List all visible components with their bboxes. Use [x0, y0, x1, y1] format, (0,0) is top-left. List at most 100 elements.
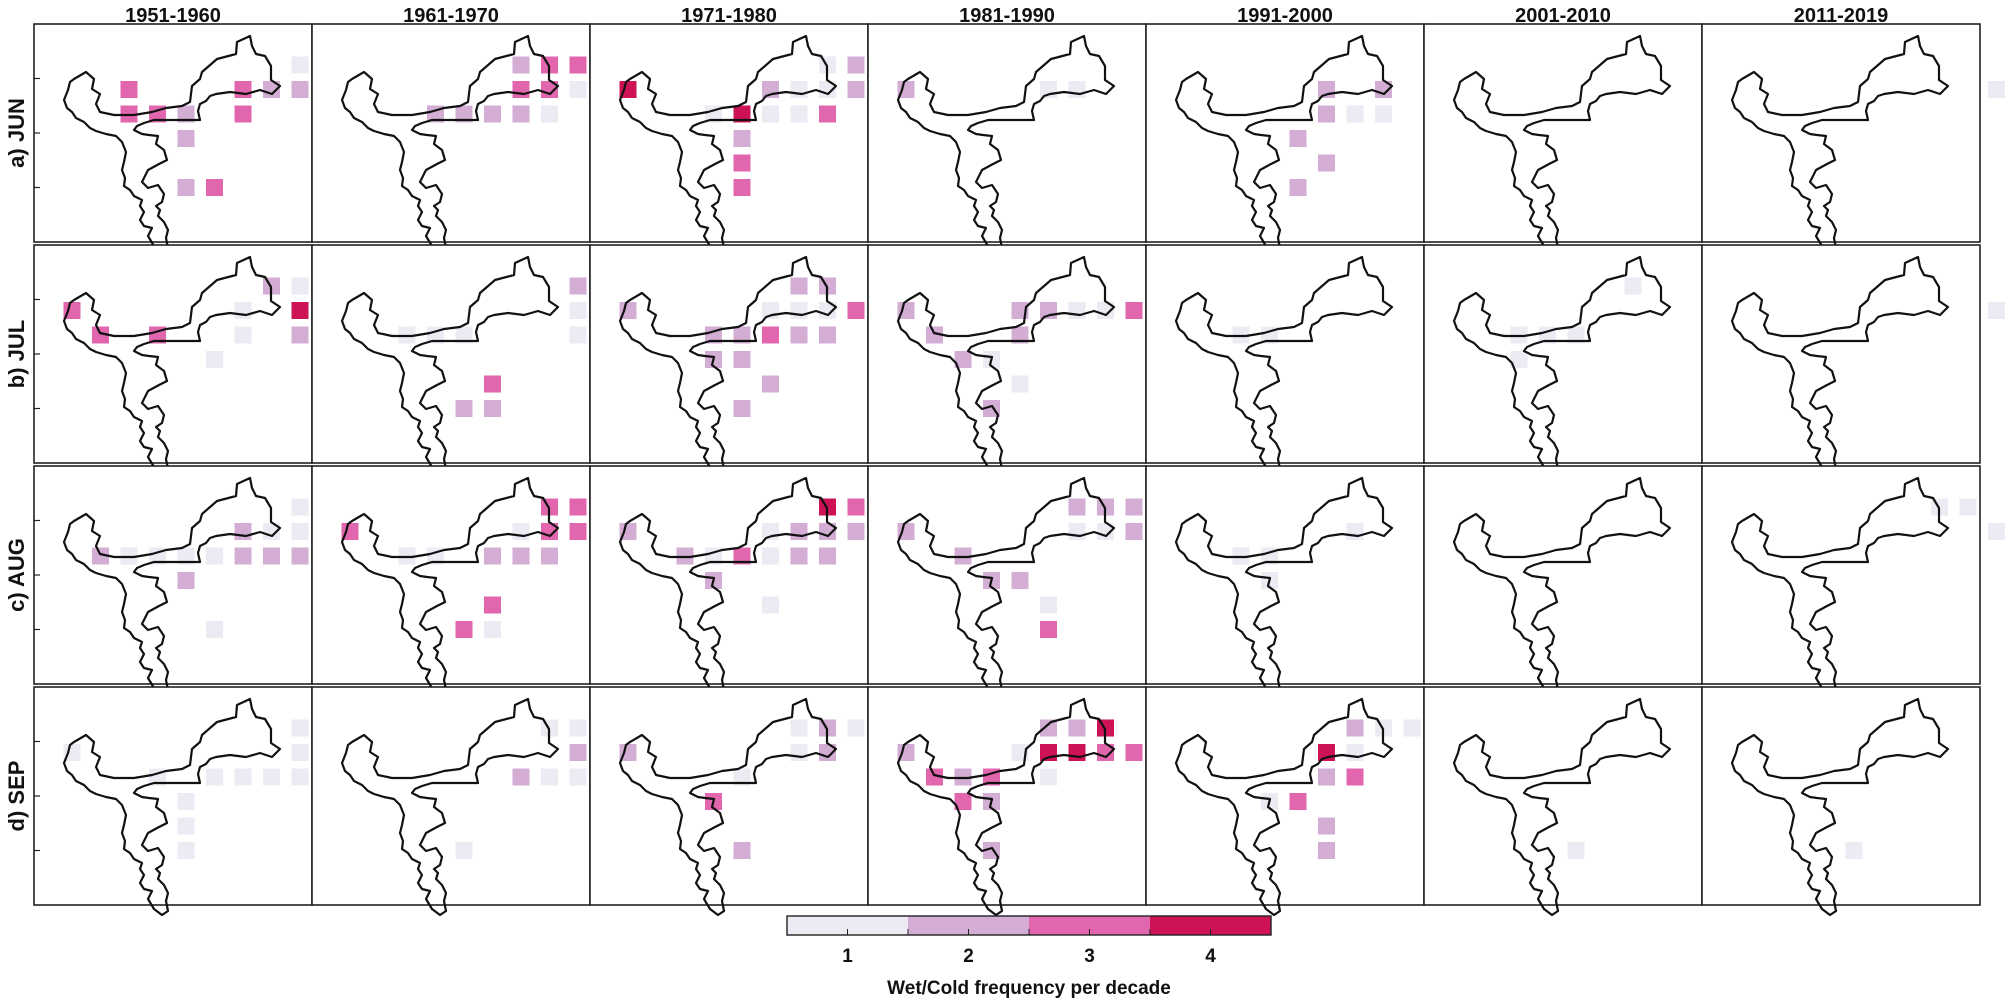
heat-cell: [512, 81, 530, 98]
heat-cell: [619, 744, 637, 761]
heat-cell: [897, 81, 915, 98]
panel-frame: [1701, 244, 1981, 464]
heat-cell: [819, 744, 836, 761]
heat-cell: [234, 302, 252, 319]
panel-3-4: [1145, 686, 1425, 917]
heat-cell: [790, 302, 808, 319]
panel-1-1: [311, 244, 615, 475]
heat-cell: [1845, 842, 1863, 859]
colorbar-tick-label: 4: [1205, 946, 1216, 967]
heat-cell: [291, 744, 309, 761]
heat-cell: [733, 130, 751, 147]
panel-3-6: [1701, 686, 1981, 917]
heat-cell: [177, 179, 195, 196]
heat-cell: [1125, 523, 1143, 540]
heat-cell: [847, 81, 865, 98]
heat-cell: [733, 326, 751, 344]
heat-cell: [733, 154, 751, 172]
heat-cell: [897, 744, 915, 761]
panel-2-6: [1701, 465, 2005, 696]
heat-cell: [291, 277, 309, 295]
heat-cell: [177, 547, 195, 565]
heat-cell: [1011, 375, 1029, 393]
heat-cell: [1040, 596, 1057, 614]
heat-cell: [569, 744, 587, 761]
heat-cell: [790, 547, 808, 565]
heat-cell: [177, 842, 195, 859]
heat-cell: [484, 547, 501, 565]
row-label: d) SEP: [4, 761, 29, 832]
heat-cell: [234, 105, 252, 123]
panel-0-0: [33, 23, 337, 254]
heat-cell: [1040, 768, 1057, 786]
heat-cell: [569, 719, 587, 737]
column-titles: 1951-1960 1961-1970 1971-1980 1981-1990 1991…: [125, 5, 1888, 27]
heat-cell: [1068, 498, 1086, 516]
panel-3-1: [311, 686, 615, 917]
heat-cell: [847, 498, 865, 516]
heat-cell: [847, 719, 865, 737]
heat-cell: [1318, 154, 1335, 172]
panel-2-0: [33, 465, 313, 696]
panel-2-1: [311, 465, 591, 696]
heat-cell: [1040, 621, 1057, 638]
heat-cell: [1011, 572, 1029, 589]
heat-cell: [541, 523, 558, 540]
panel-frame: [33, 23, 313, 243]
row-labels: a) JUN b) JUL c) AUG d) SEP: [4, 98, 29, 831]
heat-cell: [291, 81, 309, 98]
panel-frame: [1145, 244, 1425, 464]
heat-cell: [291, 498, 309, 516]
heat-cell: [92, 547, 109, 565]
heat-cell: [733, 179, 751, 196]
heat-cell: [1375, 105, 1392, 123]
heat-cell: [1346, 744, 1364, 761]
heat-cell: [234, 326, 252, 344]
heat-cell: [541, 547, 558, 565]
colorbar-tick-label: 1: [842, 946, 853, 967]
heat-cell: [1318, 842, 1335, 859]
heat-cell: [177, 105, 195, 123]
panel-0-1: [311, 23, 615, 254]
heat-cell: [1959, 498, 1977, 516]
heat-cell: [819, 81, 836, 98]
heat-cell: [1040, 719, 1057, 737]
heat-cell: [1125, 744, 1143, 761]
heat-cell: [234, 523, 252, 540]
panel-frame: [1423, 244, 1703, 464]
heat-cell: [177, 793, 195, 810]
column-title: 1981-1990: [959, 5, 1055, 27]
heat-cell: [733, 105, 751, 123]
column-title: 1971-1980: [681, 5, 777, 27]
panel-frame: [33, 244, 313, 464]
heat-cell: [1988, 523, 2005, 540]
panel-3-3: [867, 686, 1147, 917]
heat-cell: [541, 768, 558, 786]
heat-cell: [1097, 523, 1114, 540]
panel-frame: [33, 465, 313, 685]
heat-cell: [819, 547, 836, 565]
panel-frame: [1145, 465, 1425, 685]
heat-cell: [541, 105, 558, 123]
panel-1-4: [1145, 244, 1425, 475]
heat-cell: [291, 302, 309, 319]
panel-3-0: [33, 686, 313, 917]
heat-cell: [790, 277, 808, 295]
heat-cell: [341, 523, 359, 540]
colorbar-tick-label: 3: [1084, 946, 1095, 967]
heat-cell: [1346, 719, 1364, 737]
panel-frame: [1423, 686, 1703, 906]
panel-1-5: [1423, 244, 1703, 475]
heat-cell: [63, 302, 81, 319]
heat-cell: [569, 302, 587, 319]
heat-cell: [569, 326, 587, 344]
heat-cell: [569, 498, 587, 516]
heat-cell: [819, 523, 836, 540]
panel-2-5: [1423, 465, 1727, 696]
heat-cell: [619, 523, 637, 540]
panel-2-3: [867, 465, 1147, 696]
panel-frame: [867, 23, 1147, 243]
heat-cell: [1289, 793, 1307, 810]
heat-cell: [177, 572, 195, 589]
row-label: b) JUL: [4, 320, 29, 388]
